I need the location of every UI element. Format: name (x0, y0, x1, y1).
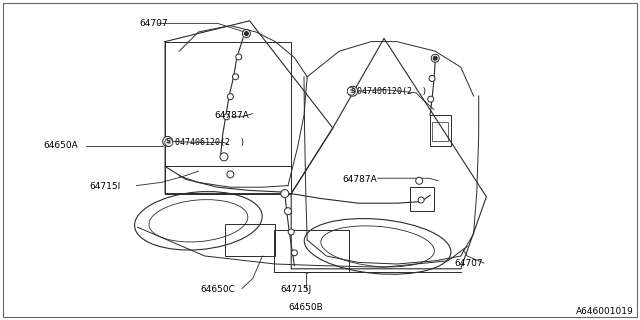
Text: 64650B: 64650B (289, 303, 323, 312)
Circle shape (418, 197, 424, 203)
Circle shape (348, 87, 355, 95)
Bar (274, 230, 349, 272)
Text: 64715J: 64715J (281, 285, 312, 294)
Text: S: S (167, 140, 171, 145)
Circle shape (165, 138, 173, 146)
Circle shape (220, 153, 228, 161)
Text: 047406120(2  ): 047406120(2 ) (357, 87, 428, 96)
Text: S: S (165, 139, 170, 144)
Circle shape (429, 76, 435, 81)
Circle shape (291, 250, 298, 256)
Circle shape (285, 208, 291, 215)
Text: 64650C: 64650C (200, 285, 235, 294)
Circle shape (244, 32, 248, 36)
Text: S: S (349, 89, 353, 94)
Bar (432, 122, 448, 141)
Bar (165, 42, 291, 194)
Text: 64707: 64707 (454, 260, 483, 268)
Circle shape (223, 114, 230, 120)
Text: S: S (350, 88, 355, 94)
Circle shape (232, 74, 239, 80)
Text: 64707: 64707 (140, 20, 168, 28)
Text: 64787A: 64787A (342, 175, 377, 184)
Circle shape (281, 189, 289, 197)
Circle shape (163, 136, 173, 147)
Circle shape (416, 177, 422, 184)
Text: A646001019: A646001019 (576, 308, 634, 316)
Circle shape (433, 56, 437, 60)
Circle shape (288, 229, 294, 235)
Text: 047406120(2  ): 047406120(2 ) (175, 138, 245, 147)
Text: 64650A: 64650A (44, 141, 78, 150)
Bar (225, 224, 275, 256)
Circle shape (227, 94, 234, 100)
Circle shape (348, 86, 358, 96)
Circle shape (243, 30, 250, 38)
Text: 64715I: 64715I (90, 182, 121, 191)
Circle shape (236, 54, 242, 60)
Text: 64787A: 64787A (214, 111, 249, 120)
Bar (410, 187, 434, 211)
Circle shape (227, 171, 234, 178)
Circle shape (428, 96, 434, 102)
Circle shape (431, 54, 439, 62)
Bar (430, 115, 451, 146)
